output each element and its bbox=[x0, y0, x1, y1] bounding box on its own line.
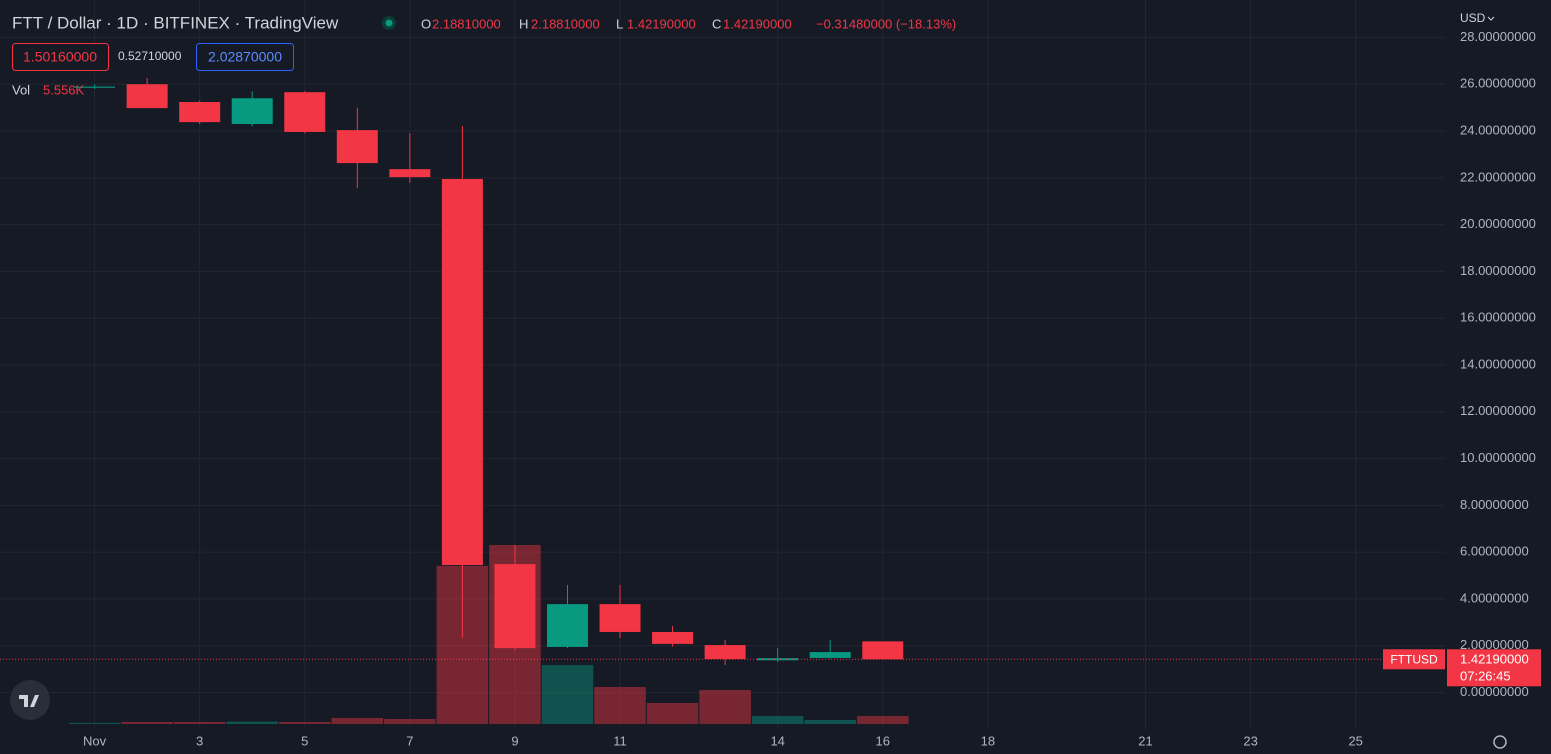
currency-chevron bbox=[1487, 16, 1495, 21]
legend-c-label: C bbox=[712, 16, 721, 31]
x-tick-label: 9 bbox=[511, 733, 518, 748]
volume-bar bbox=[856, 715, 909, 724]
candle-body bbox=[704, 645, 746, 660]
ask: 2.02870000 bbox=[208, 49, 282, 65]
ask-box[interactable] bbox=[196, 43, 294, 71]
candle-body bbox=[74, 86, 116, 88]
settings-icon[interactable] bbox=[1493, 735, 1507, 749]
chart-title: FTT / Dollar · 1D · BITFINEX · TradingVi… bbox=[12, 13, 339, 32]
currency[interactable]: USD bbox=[1460, 11, 1486, 25]
y-tick-label: 16.00000000 bbox=[1460, 310, 1536, 325]
y-tick-label: 22.00000000 bbox=[1460, 169, 1536, 184]
volume-bar bbox=[646, 702, 699, 724]
legend-l-label: L bbox=[616, 16, 623, 31]
volume-last: 5.556K bbox=[43, 82, 85, 97]
status-dot-inner bbox=[385, 19, 393, 27]
volume-bar bbox=[804, 719, 856, 724]
legend-h: 2.18810000 bbox=[531, 16, 600, 31]
logo-mark bbox=[19, 695, 39, 707]
y-tick-label: 14.00000000 bbox=[1460, 356, 1536, 371]
y-tick-label: 26.00000000 bbox=[1460, 76, 1536, 91]
y-tick-label: 20.00000000 bbox=[1460, 216, 1536, 231]
bid: 1.50160000 bbox=[23, 49, 97, 65]
y-tick-label: 8.00000000 bbox=[1460, 497, 1529, 512]
volume-bar bbox=[384, 718, 436, 724]
y-tick-label: 12.00000000 bbox=[1460, 403, 1536, 418]
volume-bar bbox=[173, 721, 226, 724]
y-tick-label: 24.00000000 bbox=[1460, 122, 1536, 137]
overlay: FTT / Dollar · 1D · BITFINEX · TradingVi… bbox=[0, 11, 1541, 749]
y-tick-label: 18.00000000 bbox=[1460, 263, 1536, 278]
candle-body bbox=[862, 641, 904, 660]
last-price-label: 1.42190000 bbox=[1460, 652, 1529, 667]
spread: 0.52710000 bbox=[118, 49, 182, 63]
x-tick-label: 5 bbox=[301, 733, 308, 748]
x-tick-label: 14 bbox=[770, 733, 784, 748]
legend-l: 1.42190000 bbox=[627, 16, 696, 31]
candle-body bbox=[599, 604, 641, 632]
y-tick-label: 2.00000000 bbox=[1460, 637, 1529, 652]
volume-bar bbox=[331, 717, 384, 724]
candle-body bbox=[179, 102, 221, 123]
y-tick-label: 6.00000000 bbox=[1460, 544, 1529, 559]
volume-bar bbox=[121, 721, 173, 724]
candle-body bbox=[336, 130, 378, 164]
legend-c: 1.42190000 bbox=[723, 16, 792, 31]
y-tick-label: 0.00000000 bbox=[1460, 684, 1529, 699]
symbol-label: FTTUSD bbox=[1390, 652, 1438, 666]
volume-bar bbox=[541, 665, 594, 724]
candle-body bbox=[546, 604, 588, 647]
volume-bar bbox=[278, 721, 331, 724]
x-tick-label: 23 bbox=[1243, 733, 1257, 748]
legend-change: −0.31480000 (−18.13%) bbox=[816, 16, 956, 31]
legend-o-label: O bbox=[421, 16, 431, 31]
candle-body bbox=[652, 631, 694, 644]
candle-body bbox=[284, 92, 326, 132]
candle-body bbox=[494, 564, 536, 649]
logo[interactable] bbox=[10, 680, 50, 720]
y-tick-label: 4.00000000 bbox=[1460, 590, 1529, 605]
volume-bar bbox=[226, 721, 278, 724]
volume-bar bbox=[699, 689, 751, 724]
y-tick-label: 10.00000000 bbox=[1460, 450, 1536, 465]
volume-bar bbox=[594, 686, 646, 724]
volume-label: Vol bbox=[12, 82, 30, 97]
candle-body bbox=[809, 652, 851, 658]
price-box bbox=[1447, 649, 1541, 687]
x-tick-label: 25 bbox=[1348, 733, 1362, 748]
x-tick-label: 11 bbox=[613, 733, 627, 748]
volume-bar bbox=[751, 715, 804, 724]
candle-body bbox=[389, 169, 431, 178]
symbol-box bbox=[1383, 649, 1445, 670]
x-tick-label: 16 bbox=[876, 733, 890, 748]
x-tick-label: 3 bbox=[196, 733, 203, 748]
candle-body bbox=[231, 98, 273, 125]
legend-h-label: H bbox=[519, 16, 528, 31]
candle-body bbox=[441, 178, 483, 566]
candles bbox=[74, 78, 904, 665]
volume-bar bbox=[68, 722, 121, 724]
x-tick-label: 7 bbox=[406, 733, 413, 748]
x-tick-label: Nov bbox=[83, 733, 107, 748]
bid-box[interactable] bbox=[12, 43, 109, 71]
y-tick-label: 28.00000000 bbox=[1460, 29, 1536, 44]
x-tick-label: 21 bbox=[1138, 733, 1152, 748]
legend-o: 2.18810000 bbox=[432, 16, 501, 31]
x-tick-label: 18 bbox=[981, 733, 995, 748]
countdown: 07:26:45 bbox=[1460, 669, 1511, 684]
candle-body bbox=[126, 84, 168, 109]
